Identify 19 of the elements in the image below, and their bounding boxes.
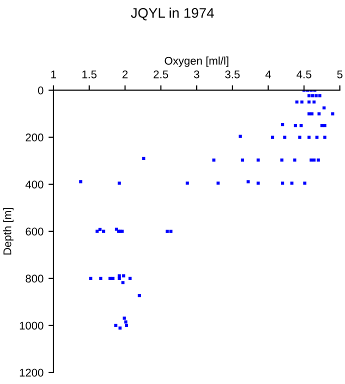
y-tick-label: 1200 (20, 368, 44, 377)
x-tick-label: 4.5 (296, 70, 312, 78)
x-tick-label: 3 (194, 70, 200, 78)
y-tick-label: 800 (26, 274, 44, 283)
x-tick-label: 2 (122, 70, 128, 78)
x-tick-label: 3.5 (225, 70, 240, 78)
y-tick-label: 1000 (20, 322, 44, 330)
y-tick-label: 200 (26, 134, 44, 142)
y-tick-label: 0 (38, 86, 44, 94)
y-tick-label: 600 (26, 228, 44, 236)
x-tick-label: 5 (337, 70, 342, 78)
y-axis-title: Depth [m] (3, 208, 14, 255)
x-tick-label: 1.5 (82, 70, 97, 78)
x-axis-title: Oxygen [ml/l] (164, 56, 228, 67)
x-tick-label: 2.5 (154, 70, 168, 78)
x-tick-label: 1 (51, 70, 56, 78)
x-tick-label: 4 (265, 70, 271, 78)
y-tick-label: 400 (25, 180, 44, 188)
chart-title: JQYL in 1974 (130, 8, 214, 20)
